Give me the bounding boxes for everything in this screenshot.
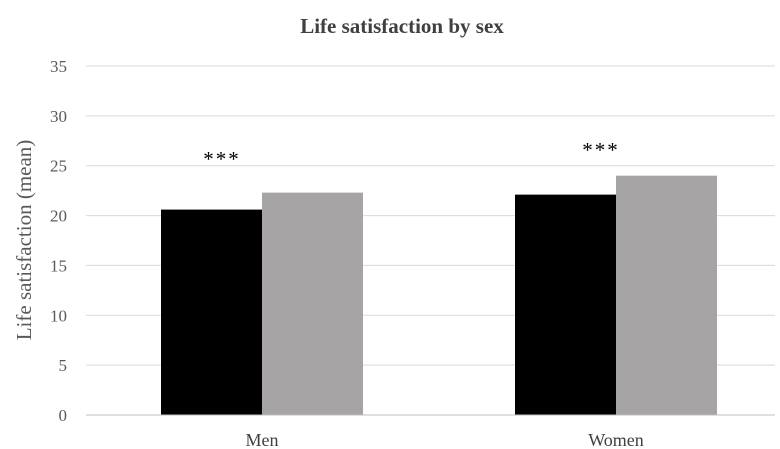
y-tick-label: 0 xyxy=(59,406,68,425)
bar-men-series-1 xyxy=(161,209,262,415)
bars xyxy=(161,175,717,415)
y-tick-label: 35 xyxy=(50,57,67,76)
y-tick-label: 15 xyxy=(50,256,67,275)
y-tick-label: 5 xyxy=(59,356,68,375)
y-tick-label: 20 xyxy=(50,207,67,226)
x-category-label: Men xyxy=(246,430,279,449)
y-axis-ticks: 0 5 10 15 20 25 30 35 xyxy=(50,57,67,425)
y-tick-label: 30 xyxy=(50,107,67,126)
chart-title: Life satisfaction by sex xyxy=(300,14,504,38)
bar-men-series-2 xyxy=(262,192,363,415)
y-tick-label: 10 xyxy=(50,306,67,325)
bar-women-series-1 xyxy=(515,194,616,415)
x-category-label: Women xyxy=(588,430,644,449)
y-axis-label: Life satisfaction (mean) xyxy=(12,140,36,341)
significance-marker: *** xyxy=(582,138,620,162)
significance-marker: *** xyxy=(203,147,241,171)
y-tick-label: 25 xyxy=(50,157,67,176)
bar-women-series-2 xyxy=(616,175,717,415)
x-axis-categories: Men Women xyxy=(246,430,644,449)
significance-annotations: *** *** xyxy=(203,138,620,171)
